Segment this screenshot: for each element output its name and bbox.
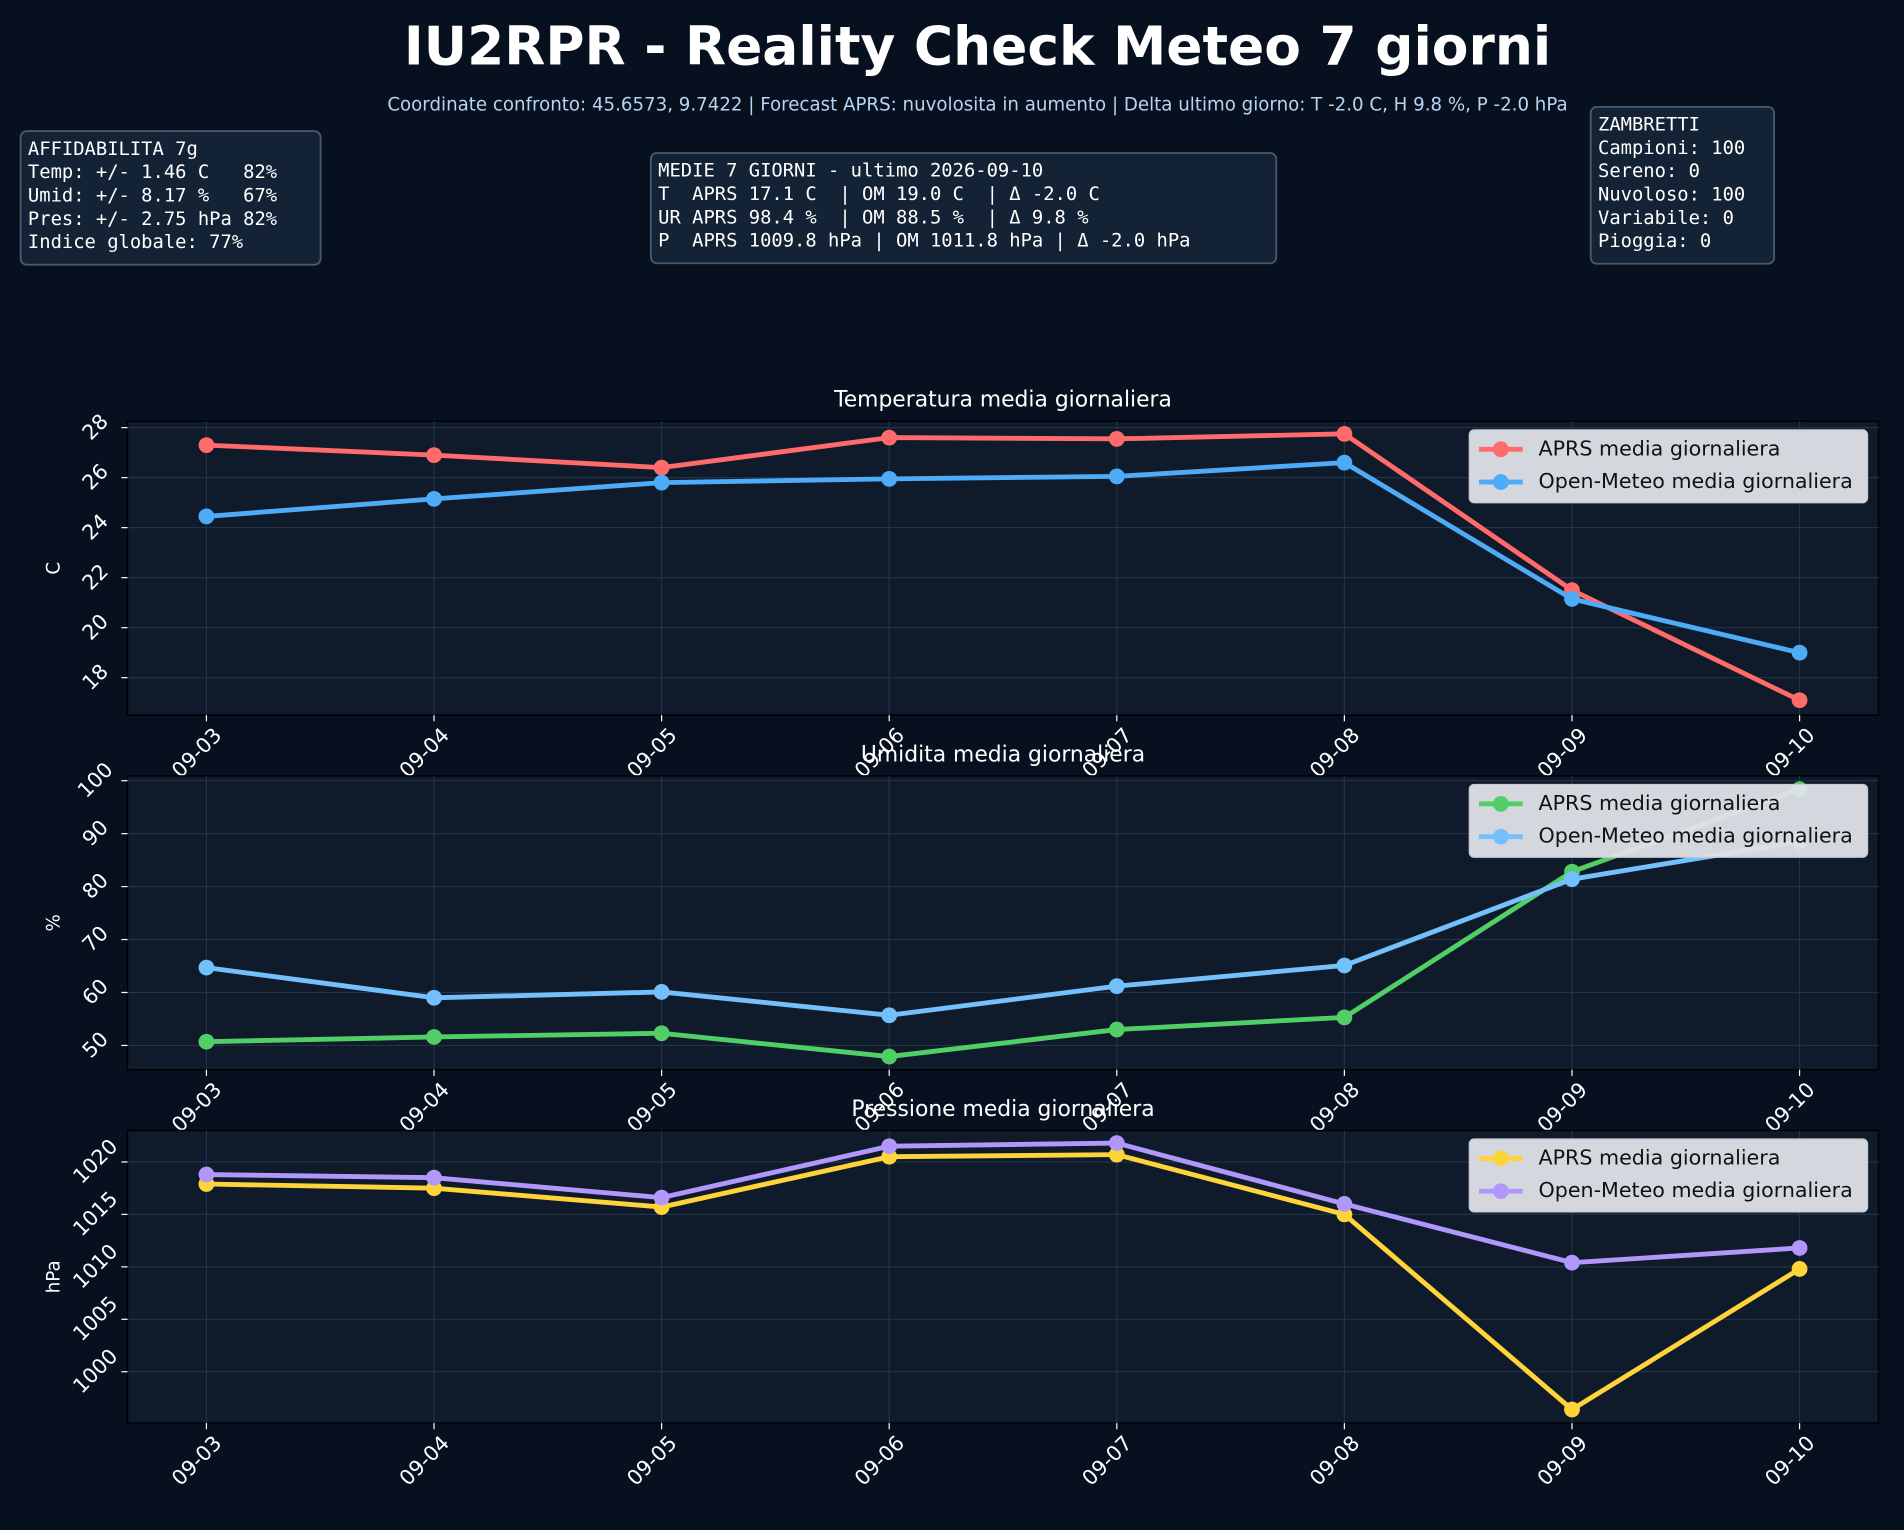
- legend-marker: [1492, 1150, 1509, 1167]
- data-point: [1336, 425, 1353, 442]
- info-line: Pioggia: 0: [1598, 231, 1711, 252]
- info-line: Campioni: 100: [1598, 138, 1745, 159]
- data-point: [426, 989, 442, 1006]
- info-line: ZAMBRETTI: [1598, 115, 1700, 136]
- legend-marker: [1492, 828, 1509, 845]
- legend-label: Open-Meteo media giornaliera: [1539, 824, 1853, 848]
- y-axis-label: %: [44, 914, 65, 931]
- data-point: [1791, 644, 1808, 661]
- data-point: [1564, 1401, 1580, 1418]
- legend-marker: [1492, 1183, 1509, 1200]
- data-point: [1108, 978, 1125, 995]
- legend-label: APRS media giornaliera: [1539, 791, 1781, 815]
- info-line: Variabile: 0: [1598, 208, 1734, 229]
- legend-marker: [1492, 441, 1509, 458]
- data-point: [1336, 1009, 1353, 1026]
- data-point: [1336, 1196, 1353, 1212]
- data-point: [881, 429, 898, 446]
- data-point: [653, 984, 670, 1000]
- data-point: [426, 1169, 442, 1186]
- data-point: [1108, 1021, 1125, 1038]
- info-box: [19, 130, 322, 266]
- data-point: [198, 1033, 215, 1050]
- legend-marker: [1492, 795, 1509, 812]
- series-line: [206, 1152, 1801, 1412]
- y-axis-label: C: [44, 562, 65, 575]
- data-point: [198, 437, 215, 454]
- data-point: [653, 459, 670, 476]
- data-point: [881, 1048, 898, 1065]
- legend-marker: [1492, 474, 1509, 490]
- info-line: AFFIDABILITA 7g: [28, 139, 198, 160]
- data-point: [426, 447, 442, 464]
- legend-label: APRS media giornaliera: [1539, 1145, 1781, 1169]
- data-point: [1336, 957, 1353, 974]
- data-point: [1108, 468, 1125, 485]
- data-point: [1564, 1254, 1580, 1271]
- data-point: [1564, 871, 1580, 888]
- data-point: [1791, 1240, 1808, 1256]
- data-point: [198, 1166, 215, 1183]
- page-title: IU2RPR - Reality Check Meteo 7 giorni: [404, 14, 1551, 77]
- legend-label: APRS media giornaliera: [1539, 436, 1781, 460]
- info-line: T APRS 17.1 C | OM 19.0 C | Δ -2.0 C: [658, 184, 1100, 205]
- y-axis-label: hPa: [44, 1260, 65, 1293]
- info-line: Pres: +/- 2.75 hPa 82%: [28, 209, 278, 230]
- data-point: [881, 1138, 898, 1155]
- data-point: [1108, 1146, 1125, 1163]
- info-line: Temp: +/- 1.46 C 82%: [28, 162, 278, 183]
- data-point: [426, 1029, 442, 1045]
- data-point: [426, 490, 442, 507]
- info-box: [1589, 105, 1775, 265]
- data-point: [1564, 591, 1580, 607]
- info-line: MEDIE 7 GIORNI - ultimo 2026-09-10: [658, 161, 1043, 182]
- legend-box: [1468, 783, 1869, 858]
- series-line: [206, 839, 1800, 1018]
- data-point: [653, 474, 670, 491]
- info-line: Indice globale: 77%: [28, 232, 244, 253]
- info-line: Nuvoloso: 100: [1598, 185, 1745, 206]
- series-line: [206, 1140, 1800, 1266]
- data-point: [653, 1025, 670, 1042]
- info-box: [649, 152, 1278, 265]
- data-point: [1336, 454, 1353, 471]
- info-line: UR APRS 98.4 % | OM 88.5 % | Δ 9.8 %: [658, 207, 1089, 228]
- data-point: [198, 959, 215, 976]
- chart-title: Temperatura media giornaliera: [833, 388, 1172, 413]
- data-point: [1791, 1261, 1808, 1277]
- data-point: [1108, 430, 1125, 447]
- info-line: P APRS 1009.8 hPa | OM 1011.8 hPa | Δ -2…: [658, 231, 1190, 252]
- legend-label: Open-Meteo media giornaliera: [1539, 469, 1853, 493]
- chart-title: Umidita media giornaliera: [861, 742, 1145, 767]
- data-point: [198, 508, 215, 525]
- data-point: [653, 1189, 670, 1206]
- chart-title: Pressione media giornaliera: [851, 1097, 1154, 1122]
- info-line: Sereno: 0: [1598, 161, 1700, 182]
- data-point: [881, 470, 898, 487]
- info-line: Umid: +/- 8.17 % 67%: [28, 185, 278, 206]
- data-point: [881, 1007, 898, 1024]
- legend-box: [1468, 1138, 1869, 1213]
- series-line: [206, 460, 1801, 656]
- page-subtitle: Coordinate confronto: 45.6573, 9.7422 | …: [387, 95, 1567, 116]
- data-point: [1791, 692, 1808, 709]
- legend-label: Open-Meteo media giornaliera: [1539, 1178, 1853, 1202]
- data-point: [1108, 1135, 1125, 1151]
- legend-box: [1468, 429, 1869, 504]
- series-line: [206, 431, 1801, 703]
